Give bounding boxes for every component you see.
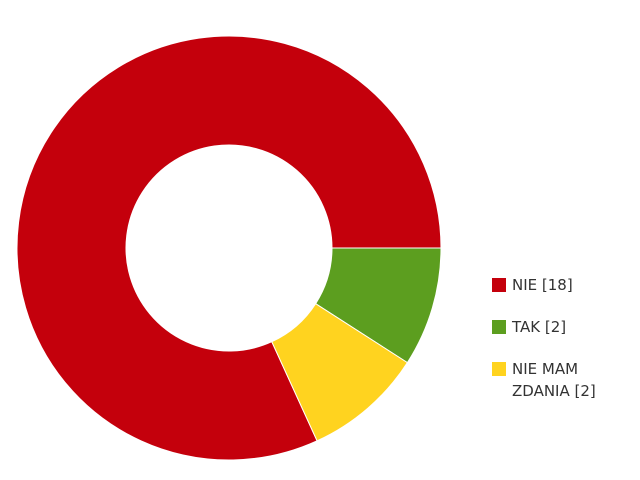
legend-item-tak[interactable]: TAK [2] xyxy=(492,316,632,338)
legend-item-nie[interactable]: NIE [18] xyxy=(492,274,632,296)
legend-swatch-nie xyxy=(492,278,506,292)
donut-slice-nie[interactable] xyxy=(16,35,442,461)
chart-legend: NIE [18] TAK [2] NIE MAM ZDANIA [2] xyxy=(492,274,632,422)
donut-slice-nie-mam-zdania[interactable] xyxy=(271,302,409,442)
legend-item-nie-mam-zdania[interactable]: NIE MAM ZDANIA [2] xyxy=(492,358,632,402)
legend-label-nie: NIE [18] xyxy=(512,276,573,294)
legend-label-nie-mam-zdania: NIE MAM ZDANIA [2] xyxy=(512,360,596,400)
legend-swatch-nie-mam-zdania xyxy=(492,362,506,376)
legend-label-tak: TAK [2] xyxy=(512,318,567,336)
legend-swatch-tak xyxy=(492,320,506,334)
